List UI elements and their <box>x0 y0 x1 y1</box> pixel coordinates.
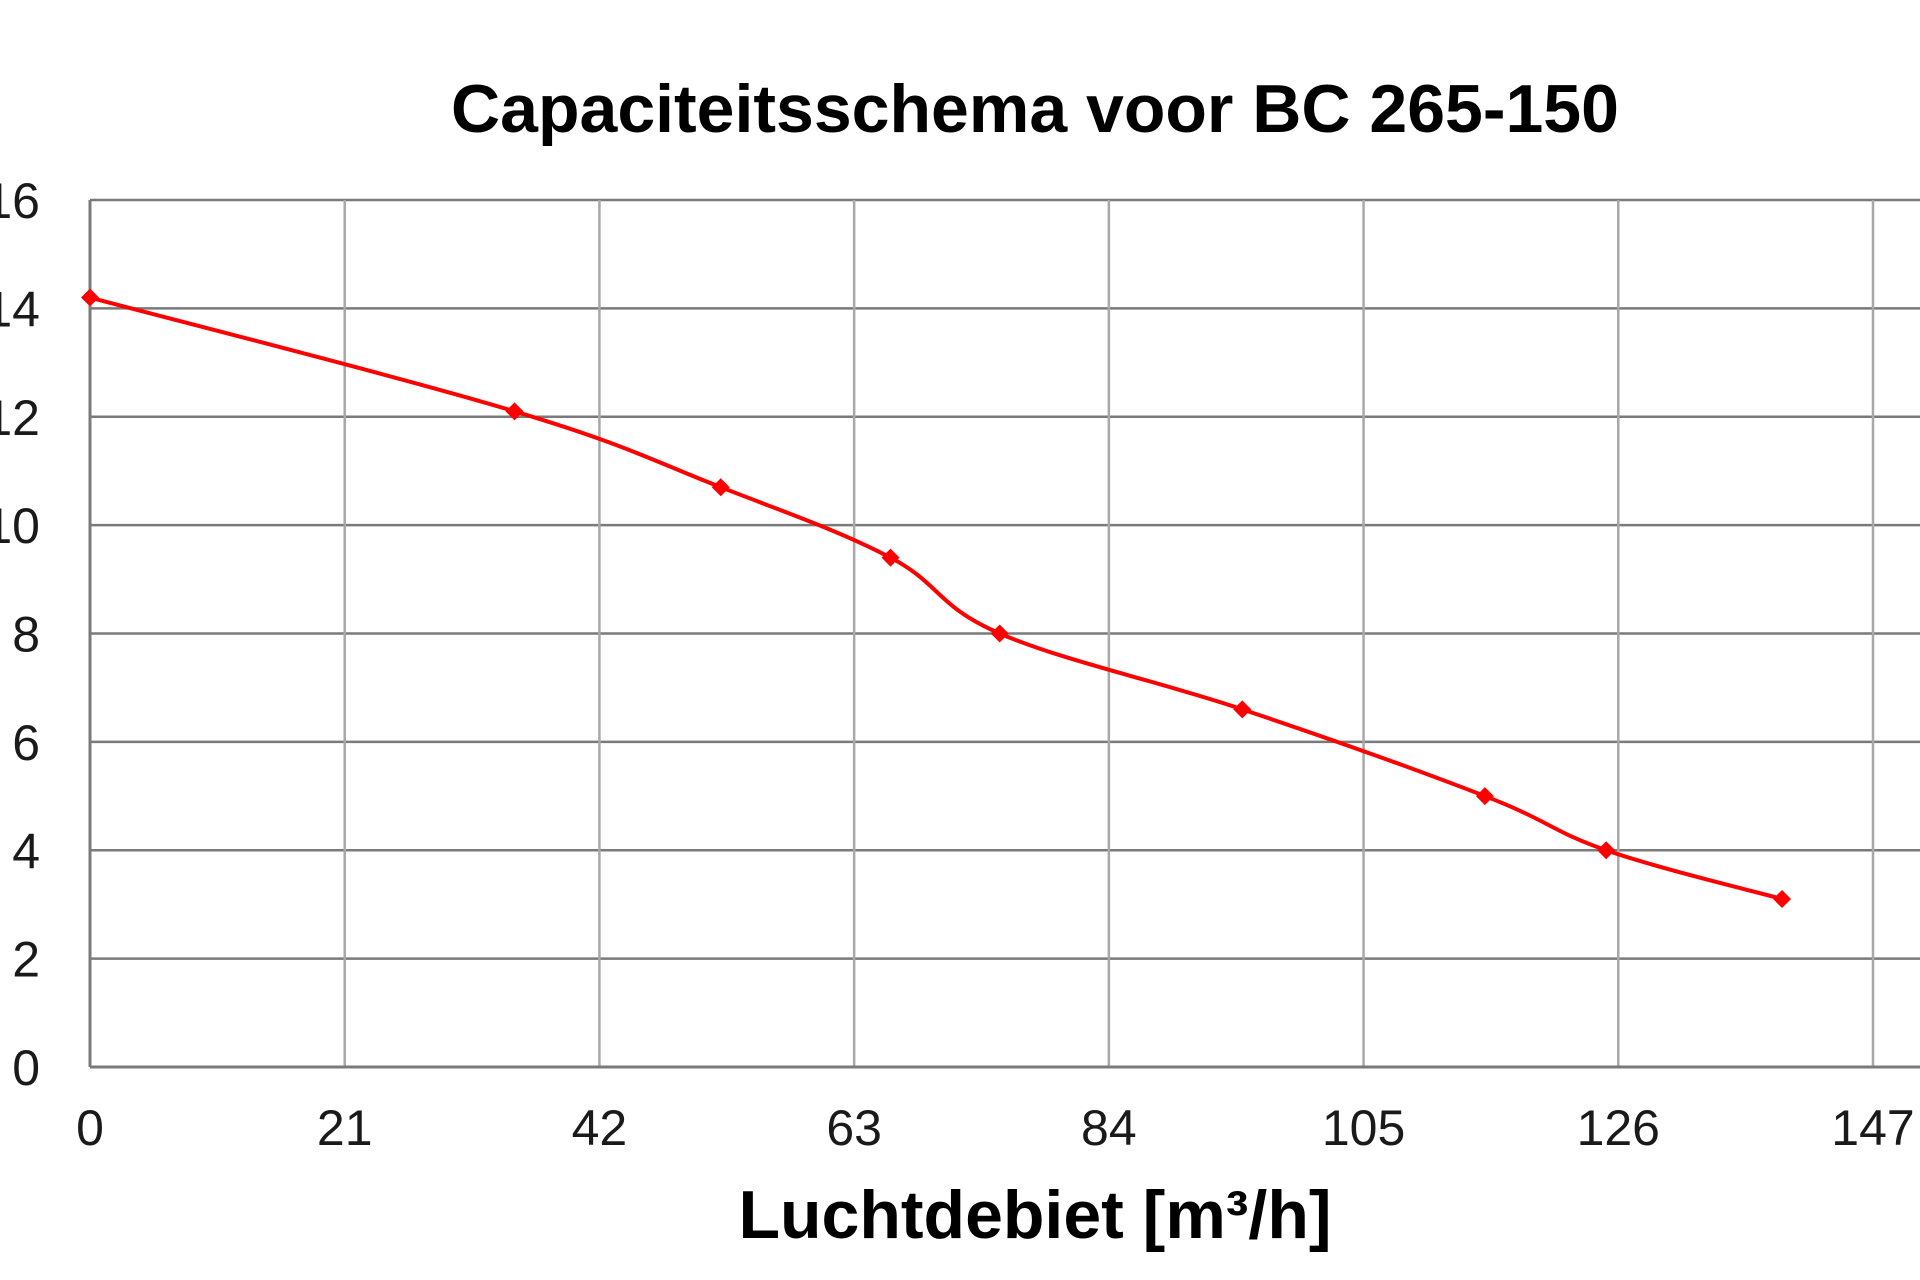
data-point-marker <box>1475 787 1494 806</box>
y-tick-label: 12 <box>0 390 40 446</box>
y-tick-label: 4 <box>12 823 40 879</box>
x-tick-label: 126 <box>1577 1100 1660 1156</box>
data-point-marker <box>711 478 730 497</box>
grid-layer <box>90 198 1920 1067</box>
axes-layer <box>88 200 1920 1069</box>
y-tick-label: 0 <box>12 1040 40 1096</box>
x-tick-label: 105 <box>1322 1100 1405 1156</box>
x-axis-label: Luchtdebiet [m³/h] <box>738 1177 1331 1253</box>
data-point-marker <box>1773 890 1792 909</box>
y-tick-label: 6 <box>12 715 40 771</box>
y-tick-label: 8 <box>12 607 40 663</box>
y-tick-label: 10 <box>0 498 40 554</box>
y-tick-label: 2 <box>12 932 40 988</box>
x-tick-label: 21 <box>317 1100 373 1156</box>
data-point-marker <box>505 402 524 421</box>
tick-labels: 0 2 4 6 8 10 12 14 16 0 21 42 63 84 105 126 147 <box>0 173 1915 1156</box>
x-tick-label: 84 <box>1081 1100 1137 1156</box>
y-tick-label: 14 <box>0 281 40 337</box>
data-point-marker <box>81 288 99 307</box>
data-point-marker <box>1597 841 1616 860</box>
x-tick-label: 0 <box>76 1100 104 1156</box>
chart-title: Capaciteitsschema voor BC 265-150 <box>451 71 1619 147</box>
y-tick-label: 16 <box>0 173 40 229</box>
x-tick-label: 42 <box>572 1100 628 1156</box>
x-tick-label: 63 <box>826 1100 882 1156</box>
data-point-marker <box>990 624 1009 643</box>
data-point-marker <box>1233 700 1252 719</box>
series-layer <box>81 288 1792 909</box>
x-tick-label: 147 <box>1831 1100 1914 1156</box>
data-point-marker <box>881 548 900 567</box>
